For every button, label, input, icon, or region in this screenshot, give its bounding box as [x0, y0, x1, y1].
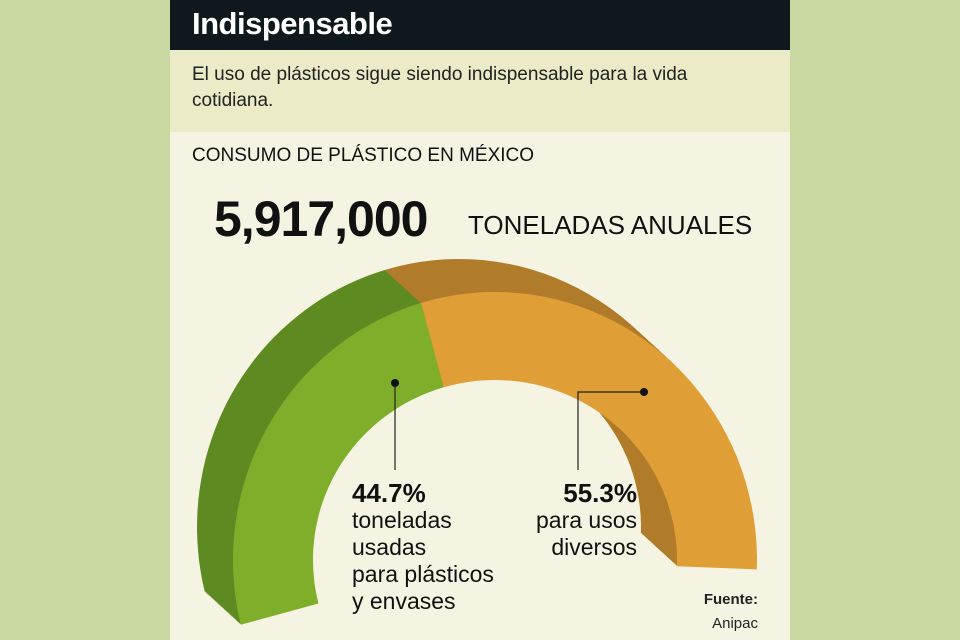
- slice-desc-line: diversos: [551, 534, 637, 560]
- slice-desc-line: para plásticos: [352, 561, 494, 587]
- source-note: Fuente: Anipac: [640, 588, 758, 636]
- total-value: 5,917,000: [214, 191, 428, 247]
- leader-dot-1: [640, 388, 648, 396]
- slice-desc-line: usadas: [352, 534, 427, 560]
- subtitle-band: El uso de plásticos sigue siendo indispe…: [170, 50, 790, 132]
- header-bar: Indispensable: [170, 0, 790, 50]
- slice-desc-line: y envases: [352, 588, 456, 614]
- source-label: Fuente:: [703, 591, 758, 608]
- subtitle: El uso de plásticos sigue siendo indispe…: [192, 64, 688, 111]
- total-unit: TONELADAS ANUALES: [468, 210, 753, 240]
- leader-line-1: [577, 391, 644, 470]
- slice-percent: 44.7%: [352, 478, 426, 508]
- source-name: Anipac: [712, 615, 758, 632]
- slice-1: [421, 292, 757, 570]
- slice-desc-line: para usos: [535, 507, 637, 533]
- slice-label-plastics: 44.7% toneladas usadas para plásticos y …: [352, 480, 494, 615]
- slice-desc-line: toneladas: [352, 507, 452, 533]
- header-title: Indispensable: [192, 6, 393, 41]
- slice-percent: 55.3%: [563, 478, 637, 508]
- leader-dot-0: [391, 379, 399, 387]
- slice-label-diverse: 55.3% para usos diversos: [470, 480, 637, 561]
- chart-title: CONSUMO DE PLÁSTICO EN MÉXICO: [192, 145, 535, 166]
